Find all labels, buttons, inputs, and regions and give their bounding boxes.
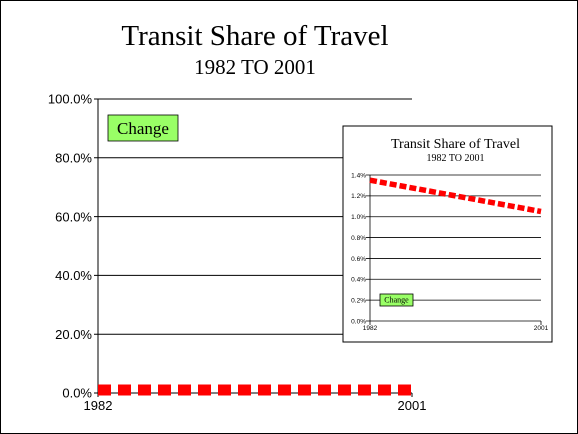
inset-y-tick-label: 0.0% [351,318,366,325]
inset-y-tick-label: 1.2% [351,193,366,200]
inset-y-tick-label: 1.0% [351,214,366,221]
inset-series-line [369,177,542,215]
inset-change-label: Change [384,296,409,305]
main-chart-subtitle: 1982 TO 2001 [194,55,316,79]
inset-x-tick-label: 2001 [534,325,549,332]
main-chart-title: Transit Share of Travel [121,20,388,52]
main-x-tick-label: 2001 [398,398,427,413]
inset-change-box [379,293,414,307]
main-chart: Transit Share of Travel 1982 TO 2001 0.0% 2… [48,20,427,413]
main-y-tick-label: 100.0% [48,92,93,107]
main-y-tick-label: 80.0% [55,150,92,165]
inset-chart-title: Transit Share of Travel [391,137,520,152]
inset-y-tick-label: 0.6% [351,256,366,263]
inset-y-tick-label: 0.4% [351,277,366,284]
main-y-tick-label: 60.0% [55,209,92,224]
inset-y-tick-label: 0.8% [351,235,366,242]
inset-chart-panel [342,125,553,343]
main-x-tick-label: 1982 [84,398,113,413]
main-y-tick-label: 20.0% [55,327,92,342]
inset-x-tick-label: 1982 [363,325,378,332]
main-y-tick-label: 0.0% [62,386,92,401]
main-y-tick-label: 40.0% [55,268,92,283]
main-change-label: Change [117,119,169,138]
inset-chart-subtitle: 1982 TO 2001 [427,153,485,164]
inset-y-tick-label: 0.2% [351,297,366,304]
main-change-box [107,114,179,142]
inset-y-tick-label: 1.4% [351,172,366,179]
